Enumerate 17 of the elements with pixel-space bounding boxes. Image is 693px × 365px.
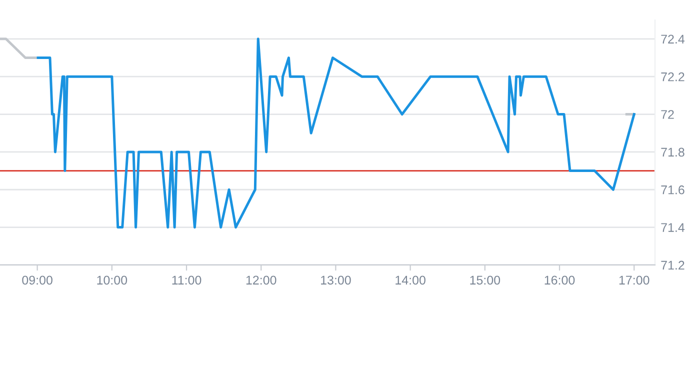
y-tick-label: 71.2: [661, 260, 684, 270]
x-tick-label: 14:00: [396, 276, 426, 285]
x-tick-label: 09:00: [22, 276, 52, 285]
x-tick-label: 16:00: [544, 276, 575, 285]
x-tick-label: 17:00: [619, 276, 650, 285]
line-series: [36, 38, 636, 229]
x-tick-label: 12:00: [246, 276, 276, 285]
y-tick-label: 72.4: [661, 34, 685, 44]
x-tick-label: 15:00: [470, 276, 500, 285]
x-tick-label: 10:00: [97, 276, 128, 285]
y-tick-label: 71.8: [661, 148, 684, 157]
y-tick-label: 71.6: [661, 185, 684, 194]
x-tick-label: 13:00: [321, 276, 351, 285]
y-tick-label: 71.4: [661, 223, 685, 232]
y-tick-label: 72: [661, 110, 674, 119]
x-tick-label: 11:00: [172, 276, 202, 285]
y-tick-label: 72.2: [661, 72, 684, 82]
